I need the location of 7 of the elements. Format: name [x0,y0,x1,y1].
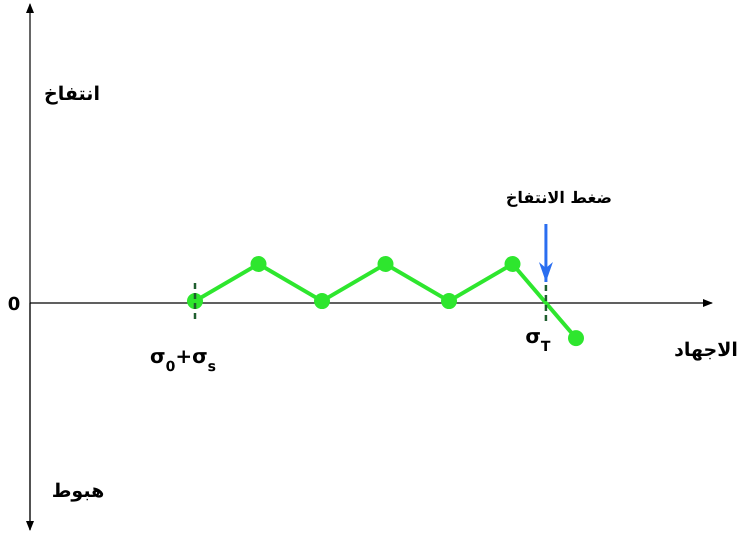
text: σ$_{0}$+σ$_{s}$ [150,344,216,375]
text: 0 [8,294,20,315]
x-axis-title: الاجهاد [674,339,738,361]
text: هبوط [52,480,104,502]
text: انتفاخ [44,83,100,105]
text: ضغط الانتفاخ [506,188,612,207]
annotation: σ$_{T}$ [525,324,551,355]
